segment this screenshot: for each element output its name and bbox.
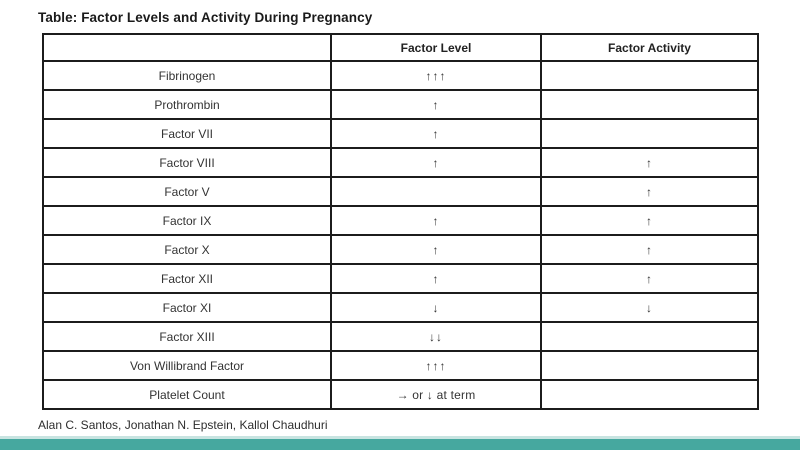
factor-name-cell: Factor V	[42, 176, 332, 207]
table-row: Von Willibrand Factor ↑↑↑	[42, 350, 759, 381]
factor-level-cell: ↑	[330, 263, 542, 294]
factor-activity-cell: ↑	[540, 176, 759, 207]
page-title: Table: Factor Levels and Activity During…	[38, 10, 373, 25]
factor-name-cell: Factor XI	[42, 292, 332, 323]
column-header-factor-activity: Factor Activity	[540, 33, 759, 62]
table-row: Factor V ↑	[42, 176, 759, 207]
factor-activity-cell	[540, 379, 759, 410]
factor-activity-cell: ↑	[540, 263, 759, 294]
factor-level-cell: ↑	[330, 234, 542, 265]
factor-activity-cell: ↓	[540, 292, 759, 323]
factor-name-cell: Factor XIII	[42, 321, 332, 352]
footer-authors: Alan C. Santos, Jonathan N. Epstein, Kal…	[38, 418, 328, 432]
table-row: Factor VII ↑	[42, 118, 759, 149]
factor-level-cell: ↑	[330, 118, 542, 149]
factor-level-cell: ↓↓	[330, 321, 542, 352]
factor-activity-cell: ↑	[540, 234, 759, 265]
factor-level-cell: ↑	[330, 205, 542, 236]
factor-activity-cell	[540, 118, 759, 149]
factor-activity-cell	[540, 350, 759, 381]
accent-bar	[0, 439, 800, 450]
factor-name-cell: Von Willibrand Factor	[42, 350, 332, 381]
factor-activity-cell: ↑	[540, 147, 759, 178]
column-header-factor	[42, 33, 332, 62]
table-header-row: Factor Level Factor Activity	[42, 33, 759, 62]
factor-name-cell: Fibrinogen	[42, 60, 332, 91]
factor-name-cell: Factor IX	[42, 205, 332, 236]
table-body: Fibrinogen ↑↑↑ Prothrombin ↑ Factor VII ↑ Fact…	[42, 60, 759, 410]
factor-activity-cell	[540, 89, 759, 120]
table-row: Factor VIII ↑ ↑	[42, 147, 759, 178]
table-row: Factor XII ↑ ↑	[42, 263, 759, 294]
factor-name-cell: Factor VII	[42, 118, 332, 149]
factor-activity-cell	[540, 60, 759, 91]
factor-activity-cell	[540, 321, 759, 352]
factor-name-cell: Prothrombin	[42, 89, 332, 120]
accent-bar-highlight	[0, 436, 800, 439]
factor-activity-cell: ↑	[540, 205, 759, 236]
table-row: Factor IX ↑ ↑	[42, 205, 759, 236]
table-row: Factor X ↑ ↑	[42, 234, 759, 265]
factor-level-cell: ↑	[330, 147, 542, 178]
column-header-factor-level: Factor Level	[330, 33, 542, 62]
table-row: Fibrinogen ↑↑↑	[42, 60, 759, 91]
table-row: Prothrombin ↑	[42, 89, 759, 120]
factor-level-cell	[330, 176, 542, 207]
factor-level-cell: ↑↑↑	[330, 60, 542, 91]
factor-name-cell: Factor VIII	[42, 147, 332, 178]
factor-level-cell: ↑	[330, 89, 542, 120]
table-row: Factor XI ↓ ↓	[42, 292, 759, 323]
table-row: Platelet Count → or ↓ at term	[42, 379, 759, 410]
factor-level-cell: → or ↓ at term	[330, 379, 542, 410]
factor-name-cell: Platelet Count	[42, 379, 332, 410]
factor-name-cell: Factor XII	[42, 263, 332, 294]
factor-name-cell: Factor X	[42, 234, 332, 265]
table-row: Factor XIII ↓↓	[42, 321, 759, 352]
factor-level-cell: ↓	[330, 292, 542, 323]
factor-level-cell: ↑↑↑	[330, 350, 542, 381]
factor-table: Factor Level Factor Activity Fibrinogen ↑…	[42, 33, 759, 410]
